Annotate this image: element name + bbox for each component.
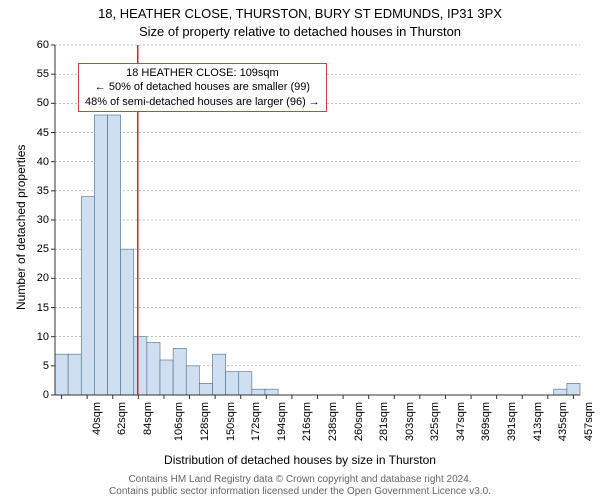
x-tick-label: 62sqm [116,402,128,435]
y-tick-label: 35 [24,185,49,197]
x-tick-label: 281sqm [378,402,390,441]
x-tick-label: 84sqm [142,402,154,435]
histogram-bar [265,389,278,395]
x-tick-label: 325sqm [429,402,441,441]
x-tick-label: 150sqm [225,402,237,441]
y-tick-label: 60 [24,39,49,51]
y-tick-label: 45 [24,127,49,139]
x-tick-label: 457sqm [583,402,595,441]
histogram-bar [199,383,212,395]
x-tick-label: 128sqm [199,402,211,441]
histogram-bar [239,372,252,395]
y-tick-label: 30 [24,214,49,226]
y-axis-label: Number of detached properties [14,145,28,310]
y-tick-label: 5 [24,360,49,372]
y-tick-label: 10 [24,331,49,343]
x-tick-label: 413sqm [532,402,544,441]
chart-title-sub: Size of property relative to detached ho… [0,24,600,39]
y-tick-label: 50 [24,97,49,109]
histogram-bar [252,389,265,395]
histogram-bar [213,354,226,395]
annotation-line2: ← 50% of detached houses are smaller (99… [85,80,320,94]
y-tick-label: 20 [24,272,49,284]
histogram-bar [160,360,173,395]
x-tick-label: 391sqm [506,402,518,441]
x-tick-label: 194sqm [276,402,288,441]
footer-line2: Contains public sector information licen… [0,486,600,498]
annotation-box: 18 HEATHER CLOSE: 109sqm ← 50% of detach… [78,63,327,112]
x-tick-label: 216sqm [301,402,313,441]
x-tick-label: 303sqm [404,402,416,441]
y-tick-label: 25 [24,243,49,255]
y-tick-label: 0 [24,389,49,401]
y-tick-label: 55 [24,68,49,80]
x-tick-label: 172sqm [250,402,262,441]
histogram-bar [108,115,121,395]
x-tick-label: 369sqm [481,402,493,441]
histogram-bar [121,249,134,395]
histogram-bar [134,337,147,395]
x-tick-label: 260sqm [353,402,365,441]
histogram-bar [226,372,239,395]
x-tick-label: 435sqm [557,402,569,441]
histogram-bar [55,354,68,395]
x-tick-label: 238sqm [327,402,339,441]
footer-text: Contains HM Land Registry data © Crown c… [0,474,600,498]
histogram-bar [186,366,199,395]
histogram-bar [554,389,567,395]
histogram-bar [173,348,186,395]
annotation-line3: 48% of semi-detached houses are larger (… [85,95,320,109]
histogram-bar [81,197,94,395]
histogram-bar [68,354,81,395]
y-tick-label: 15 [24,302,49,314]
histogram-bar [94,115,107,395]
chart-title-main: 18, HEATHER CLOSE, THURSTON, BURY ST EDM… [0,6,600,21]
x-tick-label: 347sqm [455,402,467,441]
annotation-line1: 18 HEATHER CLOSE: 109sqm [85,66,320,80]
x-axis-label: Distribution of detached houses by size … [0,453,600,467]
x-tick-label: 106sqm [173,402,185,441]
y-tick-label: 40 [24,156,49,168]
histogram-bar [147,343,160,396]
histogram-bar [567,383,580,395]
x-tick-label: 40sqm [91,402,103,435]
footer-line1: Contains HM Land Registry data © Crown c… [0,474,600,486]
